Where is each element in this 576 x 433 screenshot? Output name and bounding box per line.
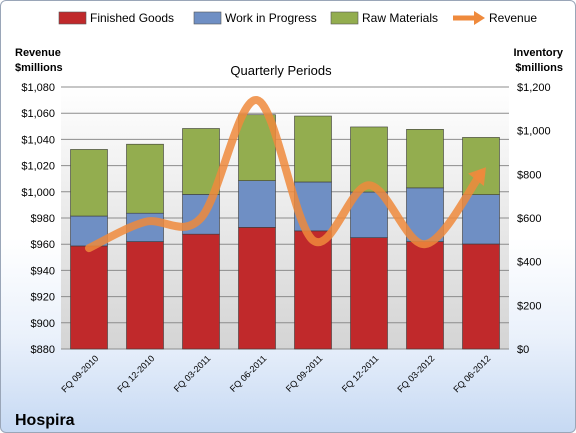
- bar-segment: [70, 149, 108, 217]
- left-axis-tick-label: $980: [31, 213, 55, 225]
- bar-segment: [462, 137, 500, 195]
- revenue-arrow-head: [468, 167, 486, 186]
- left-axis-tick-label: $960: [31, 239, 55, 251]
- right-axis-tick-label: $1,200: [517, 82, 551, 94]
- right-axis-tick-label: $200: [517, 300, 541, 312]
- legend-label: Work in Progress: [225, 11, 317, 25]
- x-axis-tick-label: FQ 03-2011: [172, 353, 213, 394]
- x-axis-tick-label: FQ 09-2011: [284, 353, 325, 394]
- x-axis-tick-label: FQ 06-2012: [451, 353, 492, 394]
- left-axis-title-line2: $millions: [15, 62, 63, 74]
- bars: [70, 114, 500, 350]
- bar-segment: [406, 241, 444, 350]
- left-axis-tick-label: $920: [31, 292, 55, 304]
- legend-swatch: [330, 11, 359, 25]
- x-axis-ticks: FQ 09-2010 FQ 12-2010 FQ 03-2011 FQ 06-2011…: [59, 353, 492, 394]
- bar-segment: [238, 180, 276, 228]
- x-axis-tick-label: FQ 09-2010: [59, 353, 100, 394]
- bar-segment: [406, 129, 444, 189]
- bar-segment: [350, 237, 388, 350]
- right-axis-tick-label: $1,000: [517, 126, 551, 138]
- bar-segment: [126, 241, 164, 350]
- right-axis-tick-label: $800: [517, 169, 541, 181]
- legend-label: Finished Goods: [90, 11, 174, 25]
- bar-segment: [462, 243, 500, 350]
- right-axis-tick-label: $400: [517, 257, 541, 269]
- legend-label: Raw Materials: [362, 11, 438, 25]
- left-axis-ticks: $880 $900 $920 $940 $960 $980 $1,000 $1,020 $1,0…: [21, 82, 55, 356]
- right-axis-tick-label: $600: [517, 213, 541, 225]
- bar-segment: [70, 245, 108, 350]
- right-axis-title-line2: $millions: [515, 62, 563, 74]
- right-axis-ticks: $0 $200 $400 $600 $800 $1,000 $1,200: [517, 82, 551, 356]
- left-axis-tick-label: $1,040: [21, 134, 55, 146]
- legend-label: Revenue: [489, 11, 537, 25]
- bar-segment: [294, 115, 332, 183]
- left-axis-tick-label: $1,060: [21, 108, 55, 120]
- chart-subtitle: Quarterly Periods: [230, 63, 332, 78]
- bar-segment: [350, 126, 388, 193]
- left-axis-tick-label: $940: [31, 265, 55, 277]
- revenue-line: [85, 96, 486, 253]
- left-axis-tick-label: $880: [31, 344, 55, 356]
- brand-label: Hospira: [15, 412, 75, 429]
- legend-swatch-arrow: [474, 11, 485, 25]
- left-axis-tick-label: $1,020: [21, 161, 55, 173]
- right-axis-title-line1: Inventory: [513, 47, 563, 59]
- x-axis-tick-label: FQ 12-2010: [115, 353, 156, 394]
- bar-segment: [70, 215, 108, 247]
- left-axis-tick-label: $900: [31, 318, 55, 330]
- left-axis-tick-label: $1,080: [21, 82, 55, 94]
- x-axis-tick-label: FQ 12-2011: [340, 353, 381, 394]
- bar-segment: [126, 143, 164, 214]
- x-axis-tick-label: FQ 06-2011: [228, 353, 269, 394]
- left-axis-title-line1: Revenue: [15, 47, 61, 59]
- legend: Finished Goods Work in Progress Raw Materi…: [58, 11, 537, 25]
- left-axis-tick-label: $1,000: [21, 187, 55, 199]
- revenue-line-path: [85, 96, 485, 253]
- bar-segment: [462, 194, 500, 245]
- legend-swatch: [58, 11, 87, 25]
- right-axis-tick-label: $0: [517, 344, 529, 356]
- bar-segment: [238, 227, 276, 350]
- x-axis-tick-label: FQ 03-2012: [395, 353, 436, 394]
- bar-segment: [182, 233, 220, 350]
- legend-swatch: [193, 11, 222, 25]
- bar-segment: [294, 230, 332, 350]
